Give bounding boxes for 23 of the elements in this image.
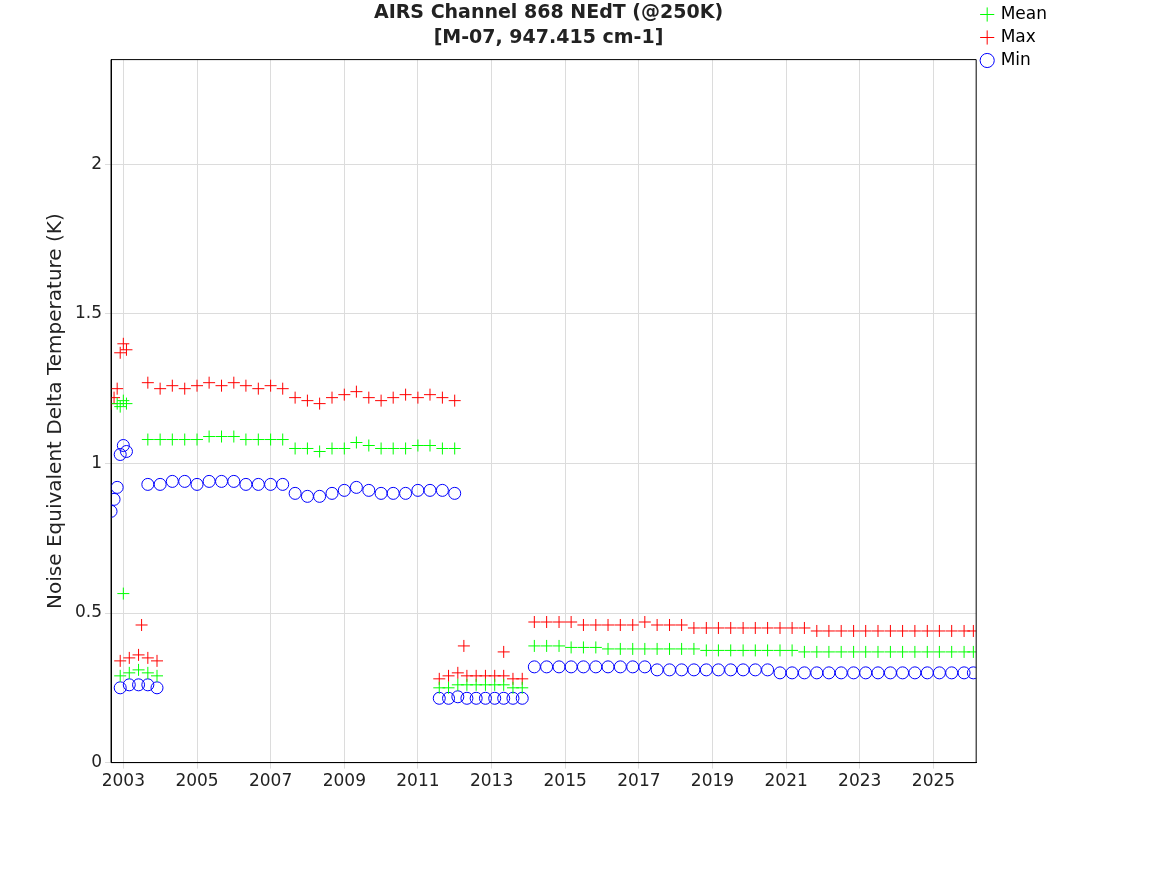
legend-label: Mean: [1000, 2, 1048, 23]
x-tick-label: 2007: [248, 770, 293, 791]
chart-subtitle: [M-07, 947.415 cm-1]: [433, 25, 664, 48]
y-tick-label: 0.5: [74, 601, 103, 622]
y-tick-label: 2: [91, 152, 103, 173]
x-tick-label: 2019: [690, 770, 735, 791]
y-tick-label: 0: [91, 751, 103, 772]
y-axis-title: Noise Equivalent Delta Temperature (K): [42, 213, 67, 609]
legend-label: Max: [1000, 25, 1036, 46]
y-tick-label: 1: [91, 451, 103, 472]
x-tick-label: 2025: [911, 770, 956, 791]
x-tick-label: 2015: [543, 770, 587, 791]
x-tick-label: 2003: [101, 770, 145, 791]
y-tick-label: 1.5: [74, 302, 103, 323]
chart-title: AIRS Channel 868 NEdT (@250K): [373, 0, 724, 23]
x-tick-label: 2013: [469, 770, 514, 791]
x-tick-label: 2011: [396, 770, 440, 791]
x-tick-label: 2017: [617, 770, 661, 791]
x-tick-label: 2009: [322, 770, 366, 791]
x-tick-label: 2005: [175, 770, 219, 791]
x-tick-label: 2021: [764, 770, 808, 791]
legend-label: Min: [1000, 48, 1031, 69]
x-tick-label: 2023: [838, 770, 882, 791]
